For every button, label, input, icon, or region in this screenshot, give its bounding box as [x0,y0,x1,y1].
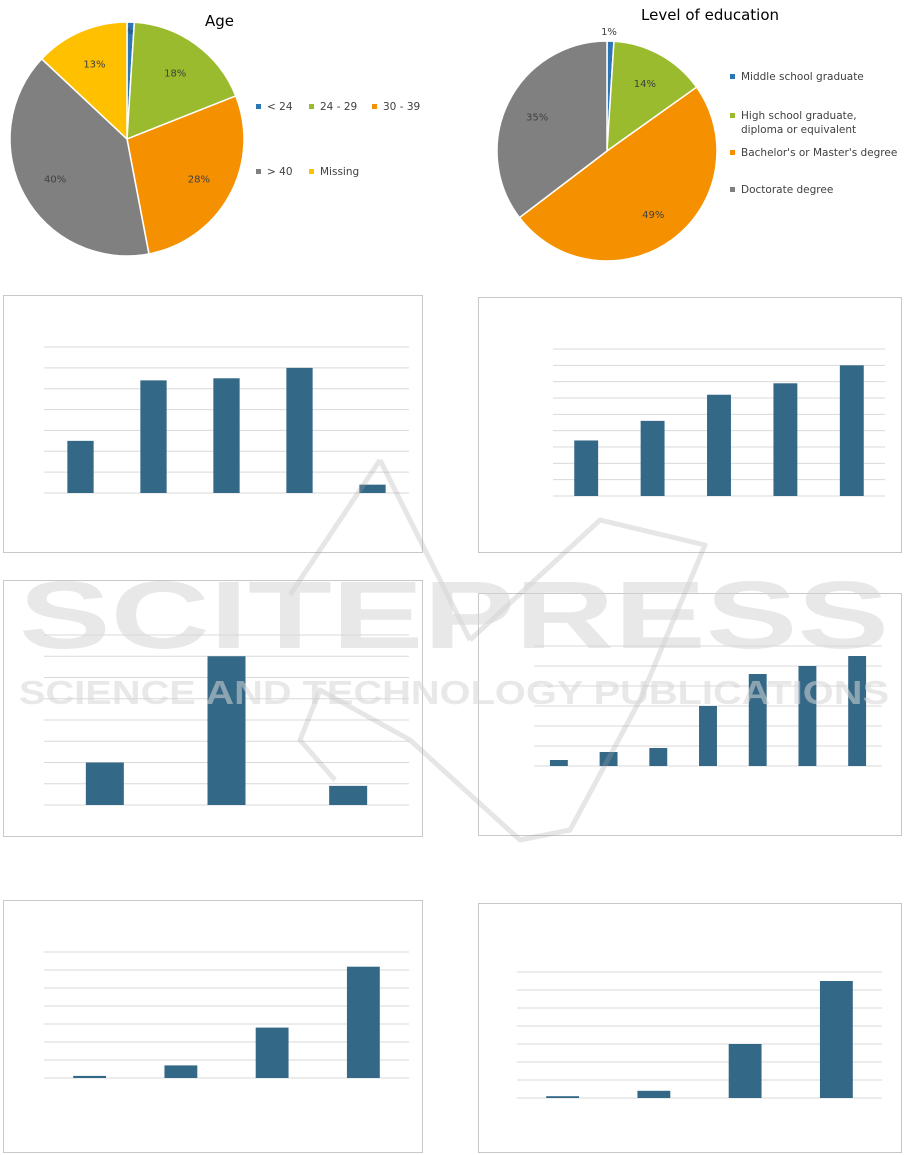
bar-4-5 [748,674,767,766]
legend-label: Bachelor's or Master's degree [741,147,898,159]
age-pct-label-4: 13% [83,60,105,71]
education-legend-item-doctorate: Doctorate degree [730,183,833,197]
bar-2-5 [839,365,864,496]
education-pct-label-0: 1% [601,27,617,38]
age-slice-2 [126,94,245,255]
legend-swatch-icon [372,103,377,109]
legend-label: Missing [320,166,360,178]
education-pie-chart: Level of education 1% 14% 49% 35% Middle sc… [455,0,909,270]
bar-5-1 [73,1075,107,1078]
legend-label: Doctorate degree [741,184,834,196]
bar-1-4 [286,367,313,493]
education-pct-label-3: 35% [526,112,548,123]
bar-2-4 [773,383,798,496]
bar-chart-panel-4 [478,593,902,836]
education-slice-2 [518,86,718,262]
bar-chart-1-svg [44,346,409,494]
age-legend-item-30-39: 30 - 39 [372,100,420,114]
bar-chart-6-svg [517,971,882,1099]
age-pct-label-1: 18% [164,69,186,80]
age-legend-item-missing: Missing [309,165,359,179]
bar-chart-panel-1 [3,295,423,553]
bar-3-2 [207,656,246,805]
bar-1-3 [213,378,240,493]
bar-1-1 [67,440,94,493]
education-legend-item-bachelor-master: Bachelor's or Master's degree [730,146,897,160]
bar-3-1 [85,762,124,805]
age-pct-label-3: 40% [44,175,66,186]
legend-label: 30 - 39 [383,101,421,113]
bar-4-2 [599,752,618,766]
bar-chart-3-svg [44,634,409,806]
age-legend-item-24-29: 24 - 29 [309,100,357,114]
bar-6-3 [728,1044,762,1098]
bar-5-3 [255,1027,289,1078]
bar-chart-2-svg [553,348,885,497]
age-chart-title: Age [205,12,235,30]
bar-4-6 [798,666,817,766]
bar-chart-panel-3 [3,580,423,837]
age-pie-svg: 1%18%28%40%13% [9,21,245,257]
education-pie-svg: 1% 14% 49% 35% [496,27,718,262]
bar-chart-panel-6 [478,903,902,1153]
age-legend-item-over-40: > 40 [256,165,293,179]
age-pie-chart: Age 1%18%28%40%13% < 24 24 - 29 30 - 39 … [0,0,450,270]
legend-label: > 40 [267,166,293,178]
bar-2-1 [574,440,599,496]
bar-4-3 [649,748,668,766]
education-pct-label-2: 49% [642,210,664,221]
age-pct-label-2: 28% [188,175,210,186]
bar-4-7 [848,656,867,766]
education-slice-1 [606,40,698,153]
bar-4-4 [699,706,717,766]
legend-swatch-icon [256,103,261,109]
legend-swatch-icon [309,168,314,174]
bar-1-5 [359,484,386,493]
legend-swatch-icon [730,149,735,155]
legend-swatch-icon [730,186,735,192]
legend-swatch-icon [730,112,735,118]
bar-chart-4-svg [534,645,882,767]
bar-chart-panel-5 [3,900,423,1153]
bar-2-3 [707,394,731,496]
age-slice-3 [9,57,150,257]
education-legend-item-high-school: High school graduate, diploma or equival… [730,109,901,137]
legend-label: High school graduate, diploma or equival… [741,110,857,136]
bar-4-1 [549,760,568,766]
education-pct-label-1: 14% [634,79,656,90]
legend-swatch-icon [730,73,735,79]
legend-swatch-icon [309,103,314,109]
bar-1-2 [140,380,167,493]
bar-3-3 [329,785,368,805]
bar-6-1 [546,1096,580,1098]
legend-label: 24 - 29 [320,101,358,113]
bar-5-4 [346,966,380,1078]
age-slice-1 [126,21,237,141]
bar-chart-panel-2 [478,297,902,553]
bar-6-4 [819,981,853,1098]
bar-5-2 [164,1065,198,1078]
education-chart-title: Level of education [641,6,780,24]
bar-2-2 [640,420,665,496]
age-legend-item-under-24: < 24 [256,100,293,114]
legend-label: < 24 [267,101,293,113]
legend-label: Middle school graduate [741,71,864,83]
education-legend-item-middle-school: Middle school graduate [730,70,864,84]
legend-swatch-icon [256,168,261,174]
bar-6-2 [637,1090,671,1098]
education-slice-3 [496,40,608,219]
age-slice-4 [40,21,128,141]
bar-chart-5-svg [44,951,409,1079]
